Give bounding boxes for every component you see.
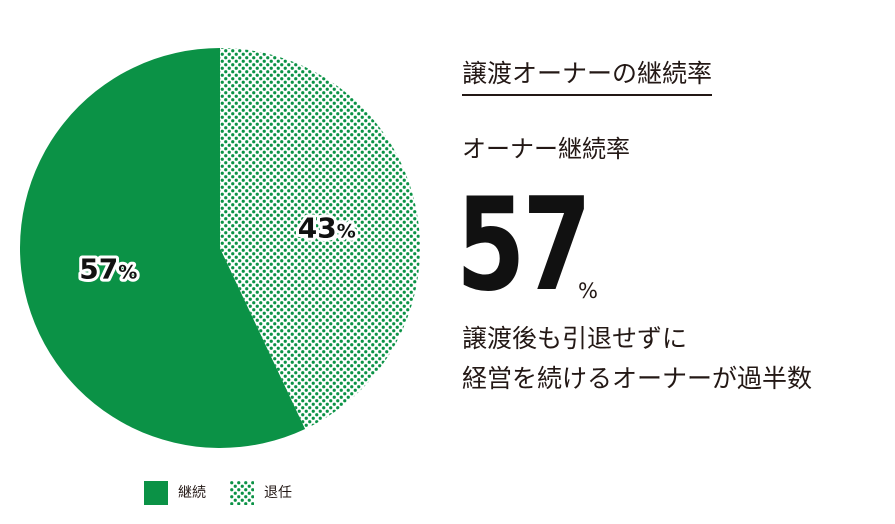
pie-label-unit: % [118,262,137,284]
panel-title: 譲渡オーナーの継続率 [462,58,713,96]
pie-slices [19,48,420,449]
description-line-1: 譲渡後も引退せずに [462,324,688,353]
stat-value-row: 57 % [456,176,626,316]
legend-item-continue: 継続 [144,481,206,505]
pie-slice-retire [220,48,420,429]
pie-chart: 57%43% [19,48,420,449]
legend-swatch-dotted [230,481,254,505]
legend-label-continue: 継続 [178,485,206,501]
legend: 継続 退任 [144,480,316,506]
pie-slice-continue [19,48,306,449]
stat-unit: % [578,279,598,303]
stat-label: オーナー継続率 [462,135,630,163]
pie-label-value: 57 [79,253,118,286]
stat-value: 57 [456,171,592,320]
pie-slice-labels: 57%43% [76,208,358,288]
legend-label-retire: 退任 [264,485,292,501]
description-line-2: 経営を続けるオーナーが過半数 [462,364,813,393]
legend-item-retire: 退任 [230,481,292,505]
description: 譲渡後も引退せずに 経営を続けるオーナーが過半数 [462,319,812,399]
pie-label-unit: % [337,220,356,242]
pie-label-continue: 57% [79,253,137,286]
pie-label-value: 43 [298,211,337,244]
pie-label-retire: 43% [298,211,356,244]
legend-swatch-solid [144,481,168,505]
